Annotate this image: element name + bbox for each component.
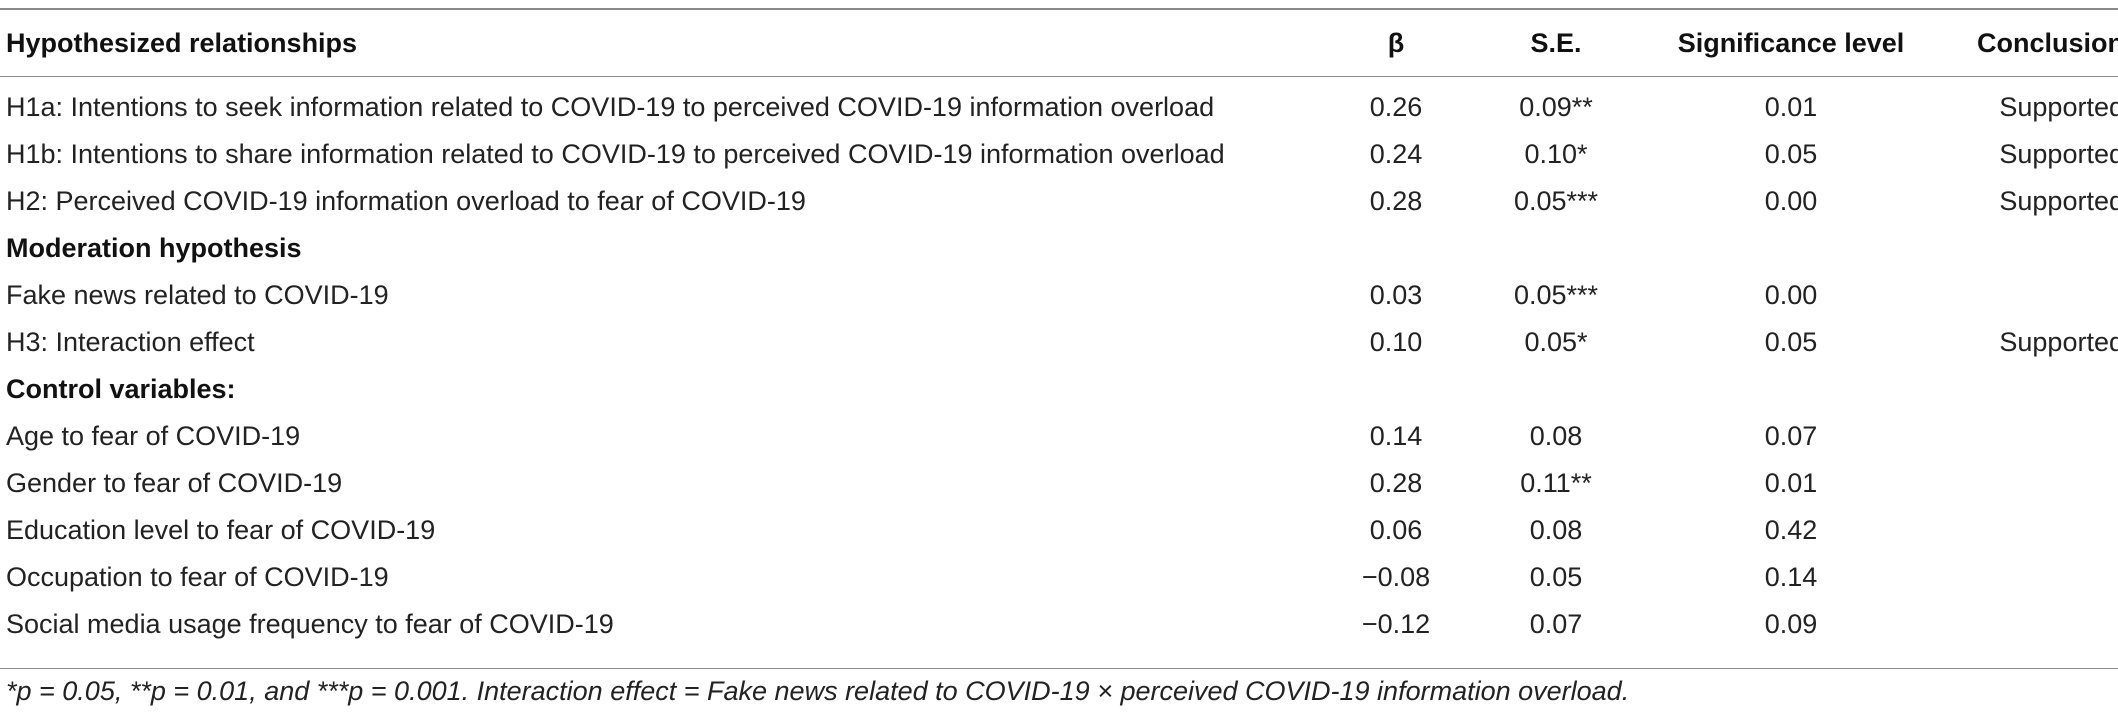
row-conclusion <box>1936 601 2118 648</box>
row-beta: 0.10 <box>1369 327 1423 357</box>
row-label: Gender to fear of COVID-19 <box>6 468 343 498</box>
row-conclusion: Supported <box>1999 186 2118 216</box>
header-se: S.E. <box>1530 27 1582 58</box>
row-se: 0.10* <box>1524 139 1588 169</box>
row-se: 0.08 <box>1529 421 1583 451</box>
row-significance: 0.01 <box>1764 468 1818 498</box>
row-beta: 0.03 <box>1369 280 1423 310</box>
header-beta: β <box>1387 27 1405 58</box>
row-label: Age to fear of COVID-19 <box>6 421 301 451</box>
table-row: Gender to fear of COVID-19 0.28 0.11** 0… <box>0 460 2118 507</box>
row-label: Social media usage frequency to fear of … <box>6 609 614 639</box>
row-label: H3: Interaction effect <box>6 327 255 357</box>
row-se: 0.05*** <box>1513 186 1599 216</box>
header-conclusion: Conclusion <box>1977 27 2118 58</box>
table-row: H2: Perceived COVID-19 information overl… <box>0 178 2118 225</box>
row-significance: 0.05 <box>1764 139 1818 169</box>
row-significance: 0.00 <box>1764 280 1818 310</box>
table-row: H3: Interaction effect 0.10 0.05* 0.05 S… <box>0 319 2118 366</box>
row-se: 0.07 <box>1529 609 1583 639</box>
table-row: Occupation to fear of COVID-19 −0.08 0.0… <box>0 554 2118 601</box>
row-beta: 0.24 <box>1369 139 1423 169</box>
row-label: Education level to fear of COVID-19 <box>6 515 436 545</box>
table-top-rule <box>0 8 2118 10</box>
row-significance: 0.42 <box>1764 515 1818 545</box>
row-se: 0.09** <box>1519 92 1593 122</box>
table-bottom-rule <box>0 668 2118 669</box>
section-row: Control variables: <box>0 366 2118 413</box>
row-label: H2: Perceived COVID-19 information overl… <box>6 186 806 216</box>
header-significance: Significance level <box>1677 27 1905 58</box>
row-beta: 0.06 <box>1369 515 1423 545</box>
table-row: H1b: Intentions to share information rel… <box>0 131 2118 178</box>
table-row: Fake news related to COVID-19 0.03 0.05*… <box>0 272 2118 319</box>
row-beta: −0.12 <box>1361 609 1431 639</box>
section-heading-moderation: Moderation hypothesis <box>6 233 302 263</box>
table-header-row: Hypothesized relationships β S.E. Signif… <box>0 10 2118 76</box>
section-row: Moderation hypothesis <box>0 225 2118 272</box>
row-conclusion: Supported <box>1999 327 2118 357</box>
row-beta: 0.28 <box>1369 186 1423 216</box>
row-significance: 0.09 <box>1764 609 1818 639</box>
results-table: Hypothesized relationships β S.E. Signif… <box>0 10 2118 648</box>
table-body: H1a: Intentions to seek information rela… <box>0 76 2118 648</box>
row-label: Occupation to fear of COVID-19 <box>6 562 389 592</box>
row-se: 0.11** <box>1520 468 1592 498</box>
row-label: H1b: Intentions to share information rel… <box>6 139 1225 169</box>
row-conclusion: Supported <box>1999 139 2118 169</box>
row-conclusion <box>1936 460 2118 507</box>
table-row: Education level to fear of COVID-19 0.06… <box>0 507 2118 554</box>
row-se: 0.05*** <box>1513 280 1599 310</box>
row-beta: 0.28 <box>1369 468 1423 498</box>
row-conclusion <box>1936 272 2118 319</box>
row-beta: −0.08 <box>1361 562 1431 592</box>
row-significance: 0.05 <box>1764 327 1818 357</box>
row-conclusion <box>1936 554 2118 601</box>
row-se: 0.05 <box>1529 562 1583 592</box>
row-se: 0.05* <box>1524 327 1588 357</box>
row-label: Fake news related to COVID-19 <box>6 280 389 310</box>
table-row: Age to fear of COVID-19 0.14 0.08 0.07 <box>0 413 2118 460</box>
table-row: Social media usage frequency to fear of … <box>0 601 2118 648</box>
row-conclusion <box>1936 413 2118 460</box>
table-header-rule <box>0 76 2118 77</box>
table-footnote: *p = 0.05, **p = 0.01, and ***p = 0.001.… <box>6 676 1630 706</box>
row-conclusion: Supported <box>1999 92 2118 122</box>
row-significance: 0.07 <box>1764 421 1818 451</box>
row-label: H1a: Intentions to seek information rela… <box>6 92 1215 122</box>
row-significance: 0.14 <box>1764 562 1818 592</box>
section-heading-controls: Control variables: <box>6 374 236 404</box>
row-se: 0.08 <box>1529 515 1583 545</box>
table-row: H1a: Intentions to seek information rela… <box>0 76 2118 131</box>
row-significance: 0.01 <box>1764 92 1818 122</box>
row-beta: 0.14 <box>1369 421 1423 451</box>
row-conclusion <box>1936 507 2118 554</box>
row-significance: 0.00 <box>1764 186 1818 216</box>
header-relationships: Hypothesized relationships <box>6 27 358 58</box>
row-beta: 0.26 <box>1369 92 1423 122</box>
